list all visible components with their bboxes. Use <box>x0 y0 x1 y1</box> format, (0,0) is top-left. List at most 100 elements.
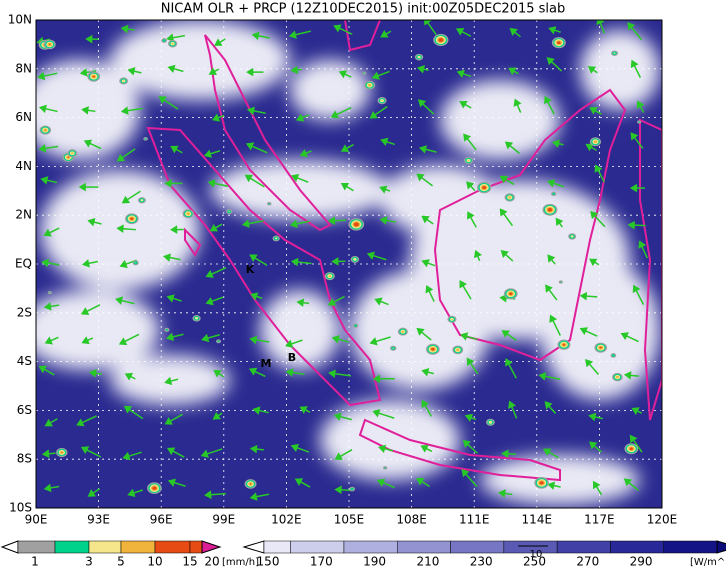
precip-cell <box>548 208 552 212</box>
precip-cell <box>638 121 640 122</box>
colorbar-cell <box>89 541 121 553</box>
lat-label: 6N <box>15 110 32 124</box>
precip-cell <box>612 354 615 357</box>
colorbar-end <box>202 541 220 553</box>
place-label: K <box>246 263 255 276</box>
lon-label: 120E <box>647 513 678 527</box>
lat-label: 8N <box>15 61 32 75</box>
precip-cell <box>482 186 486 189</box>
precip-cell <box>141 199 144 201</box>
colorbar-cell <box>121 541 155 553</box>
colorbar-end <box>2 541 18 553</box>
precip-cell <box>354 222 359 226</box>
precip-cell <box>417 56 420 58</box>
lat-label: 2N <box>15 208 32 222</box>
precip-cell <box>275 238 277 240</box>
precip-cell <box>71 152 73 154</box>
precip-cell <box>68 157 70 158</box>
colorbar-label: 1 <box>31 555 39 569</box>
precip-cell <box>135 262 136 263</box>
colorbar-cell <box>451 541 504 553</box>
colorbar-cell <box>155 541 190 553</box>
precip-cell <box>195 317 198 319</box>
precip-cell <box>250 483 252 484</box>
colorbar-cell <box>55 541 89 553</box>
precip-cell <box>630 447 633 450</box>
colorbar-label: 190 <box>363 555 386 569</box>
colorbar-cell <box>190 541 202 553</box>
precip-cell <box>229 211 230 212</box>
precip-cell <box>600 347 602 349</box>
precip-cell <box>456 349 459 352</box>
precip-cell <box>571 235 574 237</box>
colorbar-label: 15 <box>182 555 197 569</box>
precip-cell <box>329 275 331 277</box>
precip-cell <box>186 212 190 215</box>
place-label: M <box>261 357 272 370</box>
precip-cell <box>594 140 597 143</box>
precip-cell <box>438 38 443 42</box>
title: NICAM OLR + PRCP (12Z10DEC2015) init:00Z… <box>161 2 566 17</box>
lon-label: 90E <box>25 513 48 527</box>
precip-cell <box>368 84 371 87</box>
precip-cell <box>384 467 386 468</box>
colorbar-label: 20 <box>204 555 219 569</box>
place-label: B <box>288 351 296 364</box>
precip-cell <box>45 130 46 131</box>
precip-cell <box>563 344 566 346</box>
precip-cell <box>354 324 357 326</box>
precip-cell <box>163 39 166 42</box>
precip-cell <box>268 203 270 204</box>
precip-cell <box>614 53 616 54</box>
lon-label: 114E <box>522 513 553 527</box>
precip-cell <box>393 348 394 349</box>
colorbar-cell <box>291 541 344 553</box>
lon-label: 111E <box>459 513 490 527</box>
precip-cell <box>123 81 124 82</box>
colorbar-unit: [W/m^2] <box>690 557 726 568</box>
lat-label: EQ <box>15 257 32 271</box>
precip-cell <box>552 193 555 195</box>
precip-cell <box>431 348 434 351</box>
precip-cell <box>381 100 382 101</box>
colorbar-cell <box>397 541 450 553</box>
precip-cell <box>145 138 147 140</box>
colorbar-label: 290 <box>630 555 653 569</box>
lat-label: 4N <box>15 159 32 173</box>
colorbar-unit: [mm/h] <box>222 557 259 568</box>
colorbar-cell <box>610 541 663 553</box>
lat-label: 2S <box>17 305 32 319</box>
colorbar-end <box>244 541 264 553</box>
precip-cell <box>468 160 469 161</box>
lon-label: 105E <box>334 513 365 527</box>
precip-cell <box>490 422 491 423</box>
colorbar-label: 3 <box>85 555 93 569</box>
colorbar-cell <box>557 541 610 553</box>
precip-cell <box>49 44 51 45</box>
lon-label: 99E <box>212 513 235 527</box>
colorbar-label: 230 <box>470 555 493 569</box>
precip-cell <box>353 258 356 261</box>
colorbar-label: 170 <box>310 555 333 569</box>
lon-label: 117E <box>584 513 615 527</box>
colorbar-label: 10 <box>147 555 162 569</box>
colorbar-end <box>717 541 726 553</box>
lat-label: 10N <box>8 13 32 27</box>
lat-label: 8S <box>17 452 32 466</box>
lon-label: 93E <box>87 513 110 527</box>
precip-cell <box>540 481 544 484</box>
map <box>20 18 662 508</box>
precip-cell <box>509 292 512 295</box>
precip-cell <box>93 76 95 78</box>
precip-cell <box>172 43 174 44</box>
precip-cell <box>351 488 354 491</box>
precip-cell <box>560 281 561 282</box>
lat-label: 6S <box>17 403 32 417</box>
precip-cell <box>451 319 452 320</box>
colorbar-label: 210 <box>416 555 439 569</box>
precip-cell <box>217 340 219 342</box>
precip-cell <box>152 486 156 489</box>
precip-cell <box>557 41 561 44</box>
colorbar-cell <box>344 541 397 553</box>
